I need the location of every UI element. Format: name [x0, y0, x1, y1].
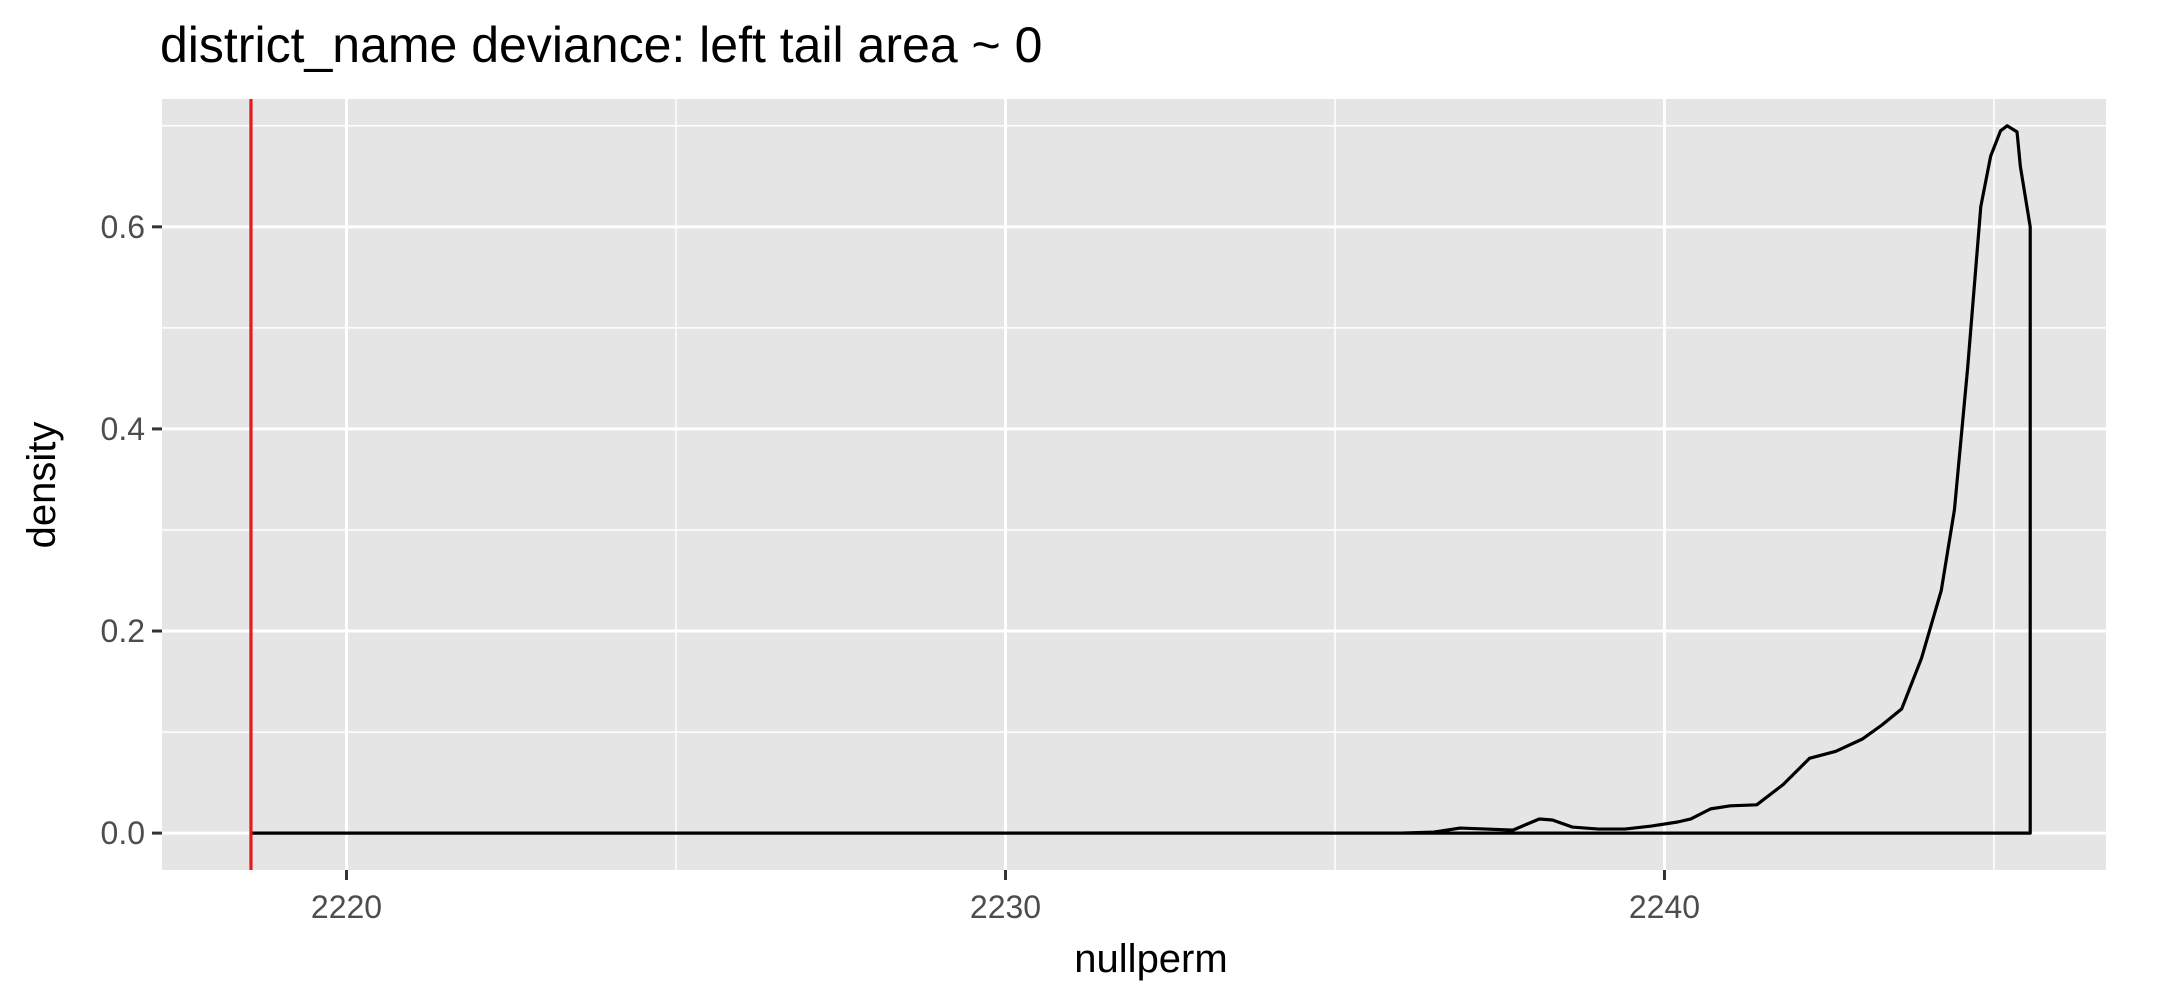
y-axis-title: density — [20, 422, 64, 549]
x-tick-label: 2240 — [1629, 889, 1700, 925]
plot-panel — [162, 99, 2106, 870]
x-tick-label: 2230 — [970, 889, 1041, 925]
x-tick-label: 2220 — [311, 889, 382, 925]
chart-title: district_name deviance: left tail area ~… — [160, 17, 1042, 73]
x-axis: 2220 2230 2240 — [311, 870, 1700, 925]
density-series — [249, 124, 2032, 835]
y-tick-label: 0.4 — [101, 411, 145, 447]
y-tick-label: 0.2 — [101, 613, 145, 649]
y-tick-label: 0.6 — [101, 209, 145, 245]
density-curve — [249, 124, 2032, 835]
y-axis: 0.0 0.2 0.4 0.6 — [101, 209, 162, 851]
x-axis-title: nullperm — [1074, 937, 1227, 981]
y-tick-label: 0.0 — [101, 815, 145, 851]
